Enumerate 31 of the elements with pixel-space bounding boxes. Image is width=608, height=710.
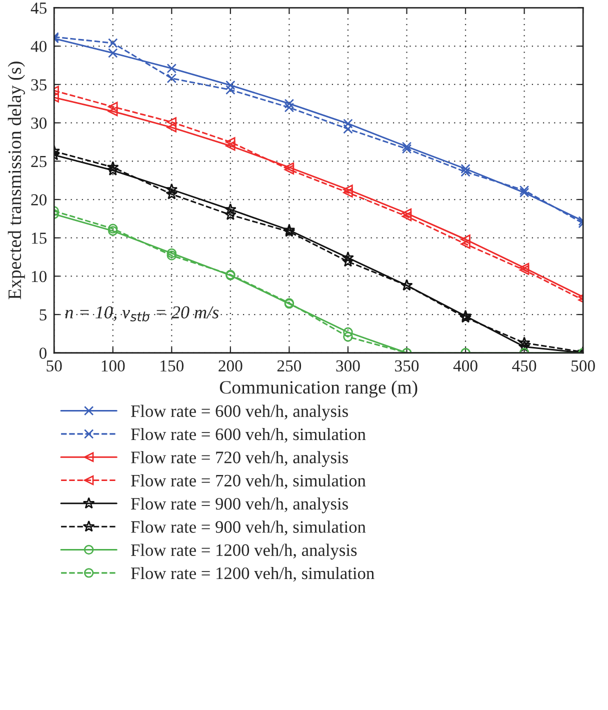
x-axis-title: Communication range (m) — [220, 380, 418, 398]
legend-label: Flow rate = 600 veh/h, analysis — [131, 404, 348, 421]
x-tick-label: 150 — [160, 360, 184, 372]
x-tick-label: 250 — [277, 360, 302, 372]
legend-label: Flow rate = 600 veh/h, simulation — [131, 428, 366, 443]
legend-label: Flow rate = 720 veh/h, analysis — [131, 451, 348, 467]
legend-label: Flow rate = 900 veh/h, analysis — [131, 497, 348, 514]
legend-label: Flow rate = 900 veh/h, simulation — [131, 520, 366, 536]
y-tick-label: 45 — [30, 2, 47, 14]
legend-label: Flow rate = 720 veh/h, simulation — [131, 474, 366, 490]
x-tick-label: 450 — [512, 360, 536, 372]
y-tick-label: 40 — [30, 40, 47, 52]
y-tick-label: 20 — [31, 194, 47, 206]
x-tick-label: 200 — [218, 360, 242, 372]
x-tick-label: 350 — [395, 360, 419, 372]
y-tick-label: 10 — [32, 270, 47, 282]
y-axis-title: Expected transmission delay (s) — [8, 62, 25, 300]
x-tick-label: 500 — [572, 360, 595, 372]
legend-label: Flow rate = 1200 veh/h, simulation — [131, 566, 374, 582]
x-tick-label: 300 — [336, 360, 360, 372]
y-tick-label: 0 — [39, 348, 47, 359]
annotation: n = 10, v$_{stb}$ = 20 m/s — [65, 306, 219, 322]
y-tick-label: 35 — [31, 79, 47, 90]
x-tick-label: 400 — [453, 360, 478, 372]
y-tick-label: 5 — [40, 309, 47, 320]
legend-label: Flow rate = 1200 veh/h, analysis — [131, 544, 357, 560]
y-tick-label: 25 — [31, 156, 47, 168]
y-tick-label: 15 — [32, 232, 47, 244]
y-tick-label: 30 — [31, 118, 47, 129]
x-tick-label: 50 — [46, 360, 62, 372]
x-tick-label: 100 — [102, 360, 125, 372]
